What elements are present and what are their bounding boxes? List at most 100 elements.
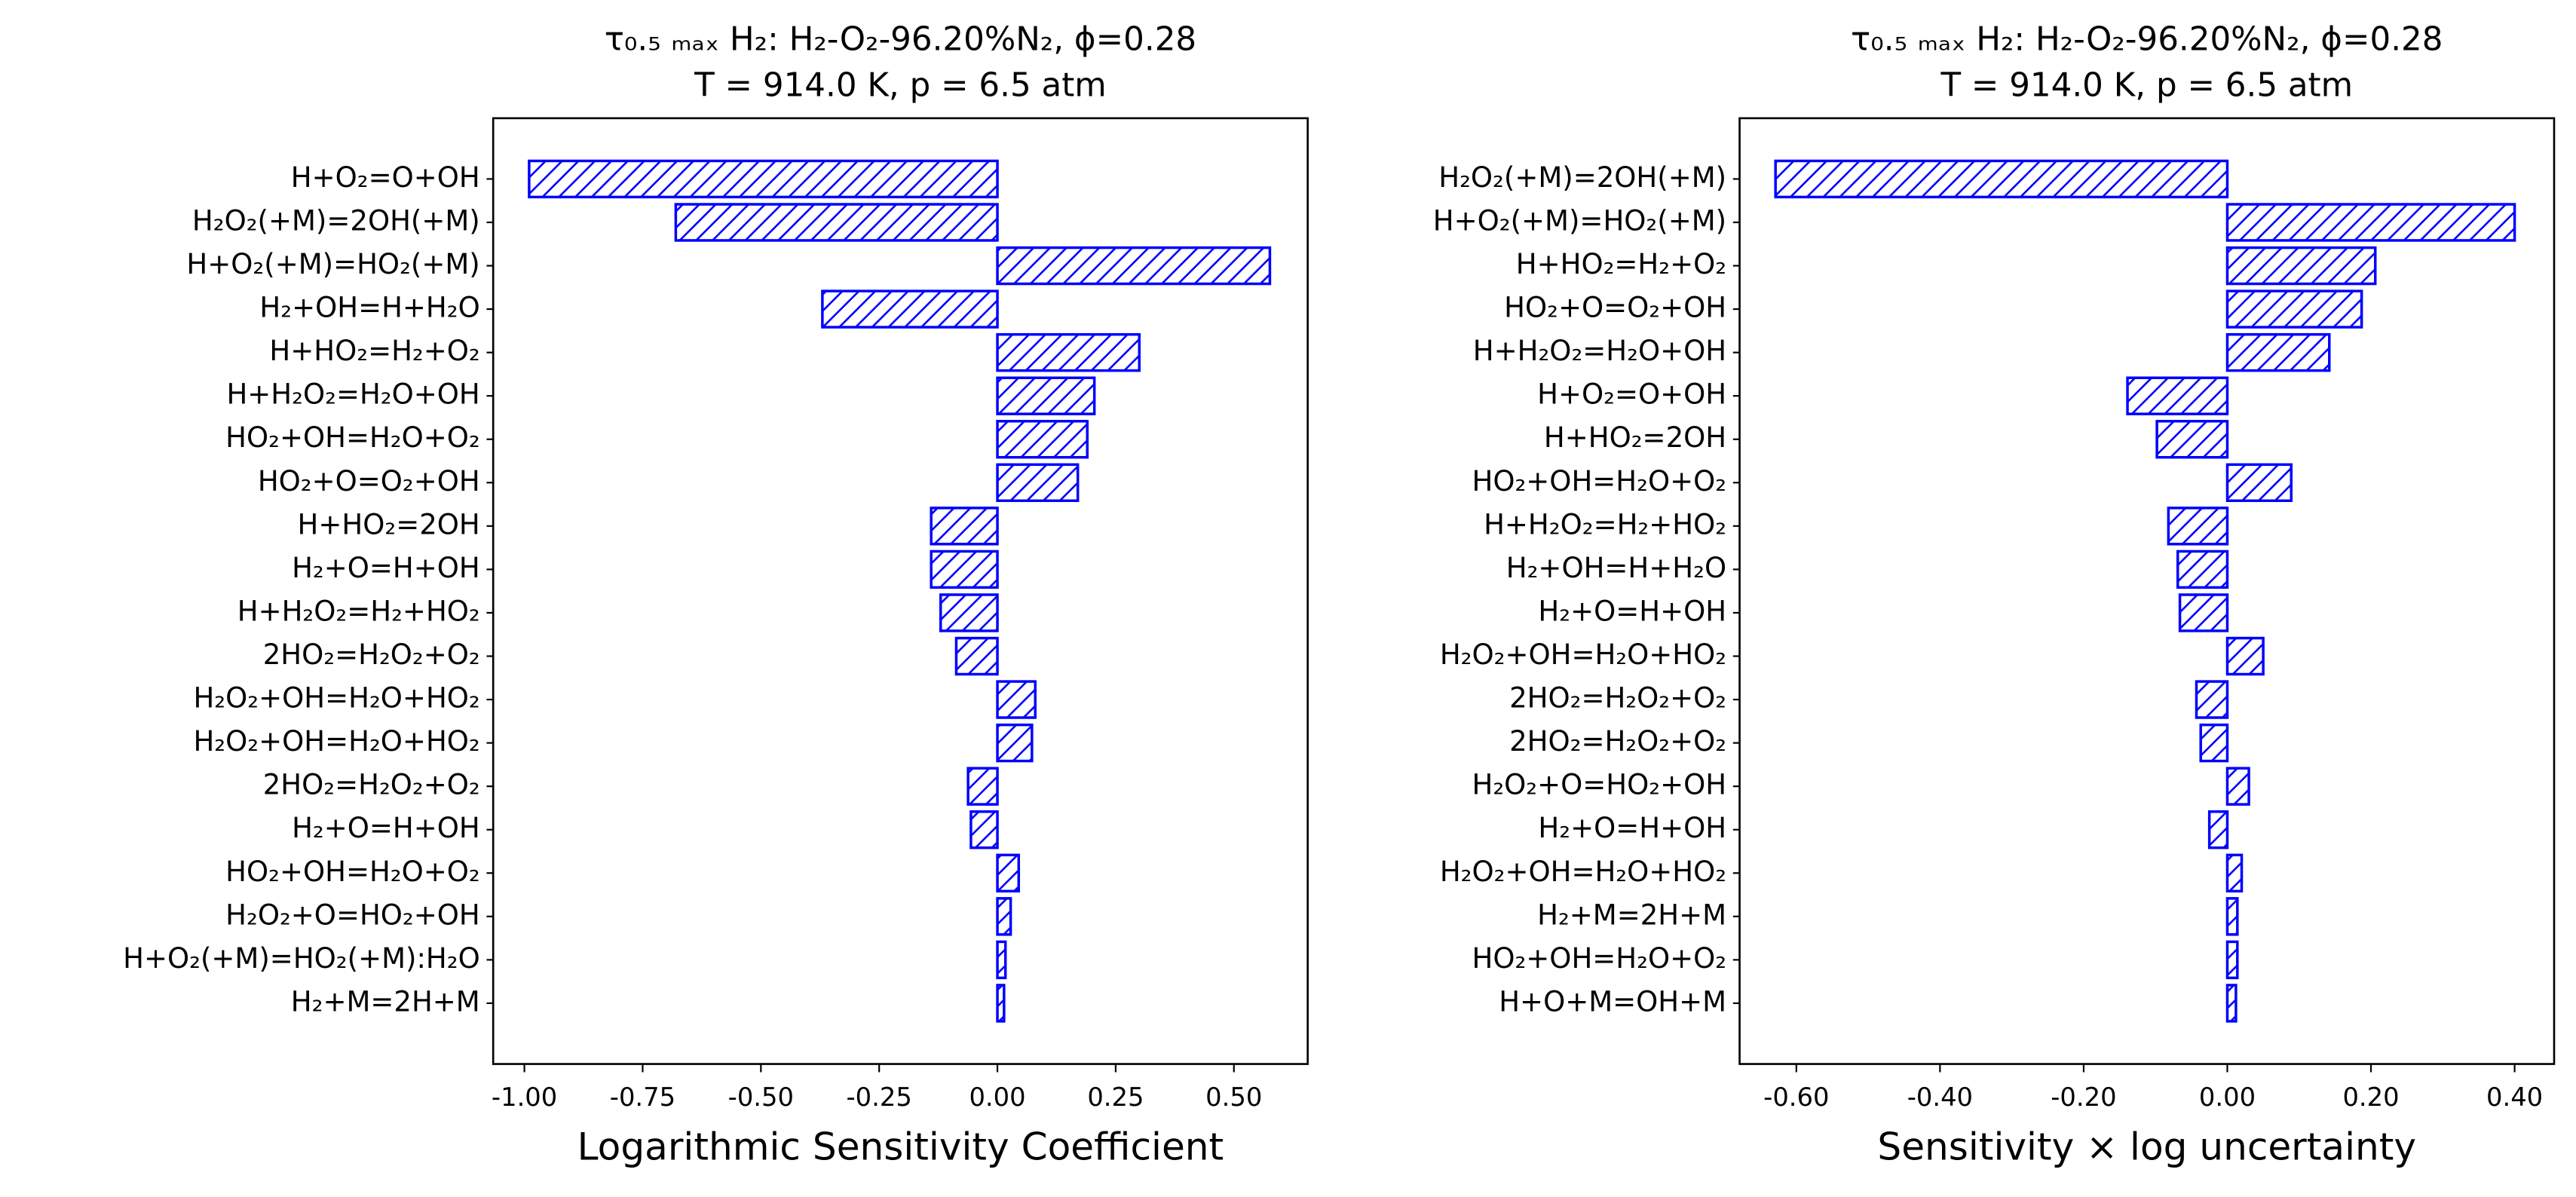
y-tick-label: HO₂+O=O₂+OH [258, 465, 480, 497]
y-tick-label: H₂O₂+OH=H₂O+HO₂ [1440, 856, 1726, 888]
y-tick-label: H₂+OH=H+H₂O [259, 292, 479, 324]
bar [2225, 636, 2265, 676]
bar [2225, 203, 2516, 242]
bar [2167, 507, 2229, 546]
y-tick-label: H+HO₂=2OH [1544, 421, 1726, 454]
bar [996, 897, 1012, 936]
y-tick-label: H₂O₂(+M)=2OH(+M) [192, 204, 480, 237]
y-tick-label: HO₂+O=O₂+OH [1504, 292, 1726, 324]
bar [2225, 332, 2331, 372]
bar [996, 853, 1021, 892]
y-tick-label: H₂O₂(+M)=2OH(+M) [1438, 161, 1726, 194]
bar [969, 810, 999, 850]
x-tick-label: 0.20 [2342, 1082, 2399, 1112]
y-tick-label: H₂+M=2H+M [291, 985, 480, 1018]
bar [996, 940, 1007, 980]
x-tick-label: -0.60 [1763, 1082, 1829, 1112]
bar [996, 680, 1037, 719]
chart-title: τ₀.₅ ₘₐₓ H₂: H₂-O₂-96.20%N₂, ϕ=0.28 [1851, 20, 2443, 58]
bar [2176, 550, 2229, 589]
y-tick-label: H+O₂(+M)=HO₂(+M) [186, 248, 479, 280]
y-tick-label: H+HO₂=H₂+O₂ [1516, 248, 1726, 280]
chart-subtitle: T = 914.0 K, p = 6.5 atm [1940, 66, 2353, 104]
y-tick-label: H+O₂=O+OH [291, 161, 480, 194]
bar [528, 159, 999, 199]
bar [939, 593, 999, 632]
y-tick-label: H₂+O=H+OH [1538, 595, 1726, 627]
y-tick-label: H₂+O=H+OH [292, 552, 480, 584]
bar [2225, 853, 2244, 892]
y-tick-label: H₂O₂+OH=H₂O+HO₂ [193, 682, 479, 715]
bar [2225, 463, 2293, 503]
bar [2225, 767, 2250, 806]
bar [1774, 159, 2229, 199]
x-axis-label: Sensitivity × log uncertainty [1877, 1124, 2416, 1168]
chart-title: τ₀.₅ ₘₐₓ H₂: H₂-O₂-96.20%N₂, ϕ=0.28 [605, 20, 1196, 58]
y-tick-label: H+HO₂=H₂+O₂ [269, 335, 479, 367]
plot-frame [1738, 117, 2556, 1065]
y-tick-label: H₂+OH=H+H₂O [1506, 552, 1726, 584]
x-tick-label: -0.40 [1907, 1082, 1973, 1112]
x-tick-label: 0.25 [1087, 1082, 1144, 1112]
x-tick-label: -0.20 [2051, 1082, 2116, 1112]
y-tick-label: H+H₂O₂=H₂+HO₂ [1484, 508, 1726, 540]
x-tick-label: -0.50 [728, 1082, 794, 1112]
y-tick-label: H+O₂=O+OH [1537, 378, 1726, 411]
y-tick-label: H₂O₂+O=HO₂+OH [225, 899, 480, 931]
y-tick-label: 2HO₂=H₂O₂+O₂ [1509, 725, 1726, 758]
bar [2126, 376, 2229, 415]
y-tick-label: H₂+O=H+OH [1538, 812, 1726, 844]
bar [954, 636, 999, 676]
y-tick-label: HO₂+OH=H₂O+O₂ [1472, 465, 1727, 497]
bar [966, 767, 999, 806]
bar [2225, 897, 2239, 936]
y-tick-label: H+H₂O₂=H₂O+OH [226, 378, 479, 411]
y-tick-label: 2HO₂=H₂O₂+O₂ [1509, 682, 1726, 715]
bar [2195, 680, 2229, 719]
x-tick-label: -0.75 [610, 1082, 675, 1112]
bar [996, 723, 1034, 763]
x-tick-label: 0.40 [2486, 1082, 2543, 1112]
y-tick-label: 2HO₂=H₂O₂+O₂ [263, 769, 480, 801]
y-tick-label: H+H₂O₂=H₂+HO₂ [237, 595, 480, 627]
y-tick-label: HO₂+OH=H₂O+O₂ [1472, 942, 1727, 975]
bar [821, 289, 999, 329]
y-tick-label: H₂O₂+O=HO₂+OH [1472, 769, 1727, 801]
x-tick-label: 0.50 [1205, 1082, 1262, 1112]
y-tick-label: H₂O₂+OH=H₂O+HO₂ [193, 725, 479, 758]
bar [2207, 810, 2229, 850]
y-tick-label: H₂O₂+OH=H₂O+HO₂ [1440, 638, 1726, 671]
y-tick-label: H₂+O=H+OH [292, 812, 480, 844]
bar [996, 376, 1096, 415]
x-tick-label: 0.00 [2199, 1082, 2256, 1112]
x-tick-label: -1.00 [492, 1082, 557, 1112]
bar [996, 332, 1141, 372]
x-tick-label: -0.25 [847, 1082, 912, 1112]
y-tick-label: 2HO₂=H₂O₂+O₂ [263, 638, 480, 671]
bar [996, 984, 1006, 1023]
y-tick-label: H+O₂(+M)=HO₂(+M):H₂O [123, 942, 480, 975]
chart-subtitle: T = 914.0 K, p = 6.5 atm [694, 66, 1107, 104]
bar [2178, 593, 2229, 632]
x-tick-label: 0.00 [969, 1082, 1025, 1112]
bar [2225, 289, 2363, 329]
y-tick-label: H+O+M=OH+M [1499, 985, 1726, 1018]
bar [930, 507, 999, 546]
bar [996, 420, 1089, 459]
bar [2225, 940, 2239, 980]
y-tick-label: H₂+M=2H+M [1537, 899, 1726, 931]
x-axis-label: Logarithmic Sensitivity Coefficient [577, 1124, 1224, 1168]
bar [930, 550, 999, 589]
y-tick-label: H+O₂(+M)=HO₂(+M) [1433, 204, 1726, 237]
bar [996, 246, 1272, 286]
bar [996, 463, 1080, 503]
y-tick-label: H+HO₂=2OH [298, 508, 480, 540]
bar [2155, 420, 2229, 459]
bar [674, 203, 999, 242]
y-tick-label: HO₂+OH=H₂O+O₂ [225, 856, 480, 888]
bar [2199, 723, 2229, 763]
bar [2225, 984, 2238, 1023]
y-tick-label: H+H₂O₂=H₂O+OH [1473, 335, 1726, 367]
